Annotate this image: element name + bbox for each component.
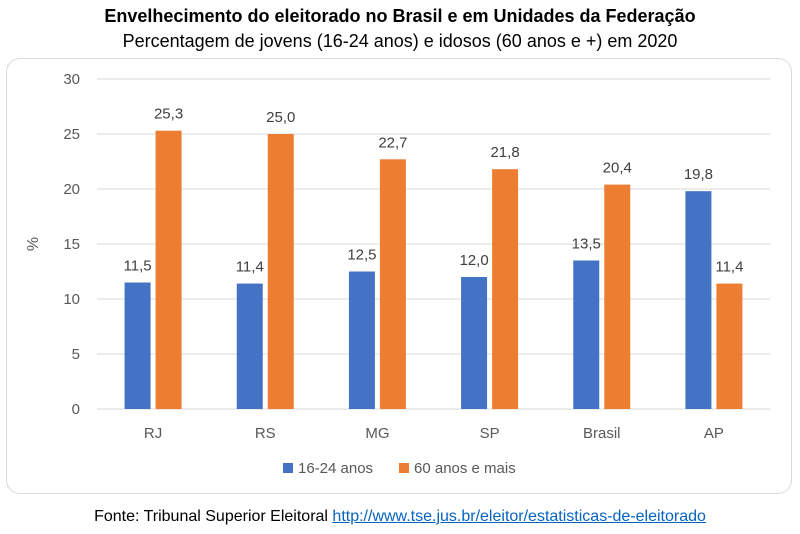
- y-tick-label: 15: [63, 236, 80, 253]
- data-label: 20,4: [603, 160, 632, 177]
- x-tick-label: AP: [704, 425, 724, 442]
- bar: [267, 134, 294, 409]
- source-prefix: Fonte: Tribunal Superior Eleitoral: [94, 508, 333, 525]
- bar: [604, 184, 631, 409]
- data-label: 21,8: [490, 144, 519, 161]
- y-tick-label: 20: [63, 181, 80, 198]
- data-label: 12,0: [459, 252, 488, 269]
- bar: [155, 130, 182, 409]
- y-tick-label: 25: [63, 126, 80, 143]
- chart-title: Envelhecimento do eleitorado no Brasil e…: [104, 6, 696, 26]
- data-label: 25,0: [266, 109, 295, 126]
- data-label: 19,8: [684, 166, 713, 183]
- data-label: 22,7: [378, 134, 407, 151]
- y-tick-label: 5: [72, 346, 80, 363]
- data-label: 11,4: [715, 259, 743, 276]
- bar: [461, 277, 488, 409]
- data-label: 12,5: [347, 247, 376, 264]
- bar: [348, 271, 375, 409]
- y-tick-label: 10: [63, 291, 80, 308]
- bar: [685, 191, 712, 409]
- legend-label: 16-24 anos: [298, 460, 373, 477]
- data-label: 11,5: [124, 258, 152, 275]
- source-link[interactable]: http://www.tse.jus.br/eleitor/estatistic…: [332, 508, 706, 525]
- data-label: 13,5: [572, 236, 601, 253]
- chart-subtitle: Percentagem de jovens (16-24 anos) e ido…: [122, 31, 678, 51]
- legend-swatch: [399, 463, 409, 473]
- bar: [573, 260, 600, 409]
- x-tick-label: Brasil: [583, 425, 621, 442]
- data-label: 11,4: [236, 259, 264, 276]
- bar: [124, 282, 151, 409]
- legend-swatch: [283, 463, 293, 473]
- bar: [716, 283, 743, 409]
- x-tick-label: MG: [365, 425, 389, 442]
- x-tick-label: SP: [480, 425, 500, 442]
- x-tick-label: RJ: [144, 425, 162, 442]
- bar: [492, 169, 519, 409]
- bar-chart: 0 5 10 15 20 25 30% 11,5 25,3 RJ 11,4 25,0 RS 12,5 22,…: [25, 71, 770, 477]
- chart-area: [6, 58, 792, 494]
- y-tick-label: 30: [63, 71, 80, 88]
- x-tick-label: RS: [255, 425, 276, 442]
- data-label: 25,3: [154, 106, 183, 123]
- y-axis-label: %: [25, 237, 42, 251]
- bar: [379, 159, 406, 409]
- source-note: Fonte: Tribunal Superior Eleitoral http:…: [0, 508, 800, 526]
- legend-label: 60 anos e mais: [414, 460, 516, 477]
- bar: [236, 283, 263, 409]
- y-tick-label: 0: [72, 401, 80, 418]
